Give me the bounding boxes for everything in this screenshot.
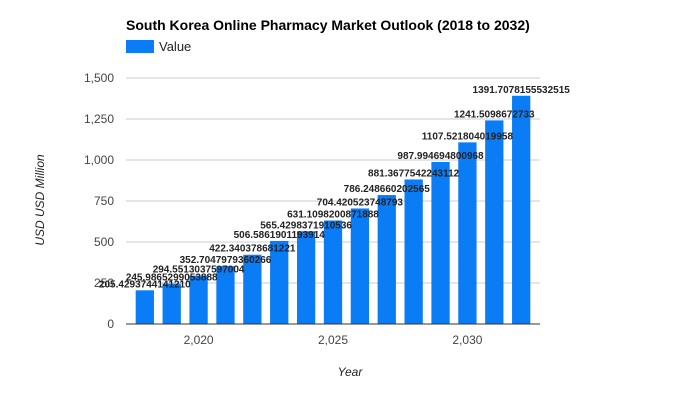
data-label: 1241.5098672733 — [454, 109, 535, 120]
bar[interactable] — [350, 208, 370, 324]
data-label: 704.420523748793 — [317, 197, 404, 208]
x-tick-label: 2,025 — [318, 333, 348, 347]
bar[interactable] — [243, 254, 262, 324]
y-tick-label: 1,500 — [84, 71, 114, 85]
y-axis-ticks: 0 250 500 750 1,000 1,250 1,500 — [84, 71, 114, 331]
bar[interactable] — [512, 95, 531, 324]
y-tick-label: 1,250 — [84, 112, 114, 126]
bar[interactable] — [404, 179, 423, 324]
data-label: 245.9865299053888 — [126, 273, 218, 284]
data-label: 205.4293744141210 — [99, 279, 191, 290]
bar[interactable] — [431, 161, 450, 324]
data-label: 631.1098200871888 — [287, 209, 379, 220]
x-axis-ticks: 2,020 2,025 2,030 — [184, 333, 483, 347]
x-tick-label: 2,030 — [452, 333, 482, 347]
data-label: 294.5513037597004 — [153, 265, 245, 276]
y-axis-title: USD USD Million — [33, 154, 47, 246]
legend-swatch-value — [126, 40, 154, 53]
bar[interactable] — [135, 290, 154, 324]
data-label: 565.4298371910536 — [260, 220, 352, 231]
bar[interactable] — [485, 120, 504, 324]
legend-label-value: Value — [159, 39, 191, 54]
x-axis-title: Year — [338, 365, 364, 379]
x-tick-label: 2,020 — [184, 333, 214, 347]
data-label: 1107.521804019958 — [422, 131, 514, 142]
y-tick-label: 750 — [94, 194, 114, 208]
bar[interactable] — [270, 240, 289, 324]
data-label: 881.3677542243112 — [368, 168, 460, 179]
data-label: 1391.7078155532515 — [473, 85, 571, 96]
data-label: 987.994694800968 — [397, 151, 484, 162]
bar[interactable] — [296, 231, 316, 324]
y-tick-label: 500 — [94, 235, 114, 249]
data-labels: 205.4293744141210245.9865299053888294.55… — [99, 85, 570, 291]
bar[interactable] — [189, 275, 208, 324]
bar[interactable] — [377, 195, 396, 324]
data-label: 506.5861901193914 — [234, 230, 326, 241]
legend[interactable]: Value — [126, 39, 191, 54]
chart-title: South Korea Online Pharmacy Market Outlo… — [126, 17, 530, 33]
bar[interactable] — [458, 142, 477, 324]
bar[interactable] — [323, 220, 343, 324]
y-tick-label: 0 — [107, 317, 114, 331]
y-tick-label: 250 — [94, 276, 114, 290]
bar[interactable] — [162, 283, 181, 324]
data-label: 786.248660202565 — [344, 184, 431, 195]
data-label: 422.340378681221 — [209, 244, 296, 255]
y-tick-label: 1,000 — [84, 153, 114, 167]
bar[interactable] — [216, 266, 235, 324]
bars — [135, 95, 531, 324]
data-label: 352.7047979360266 — [180, 255, 272, 266]
